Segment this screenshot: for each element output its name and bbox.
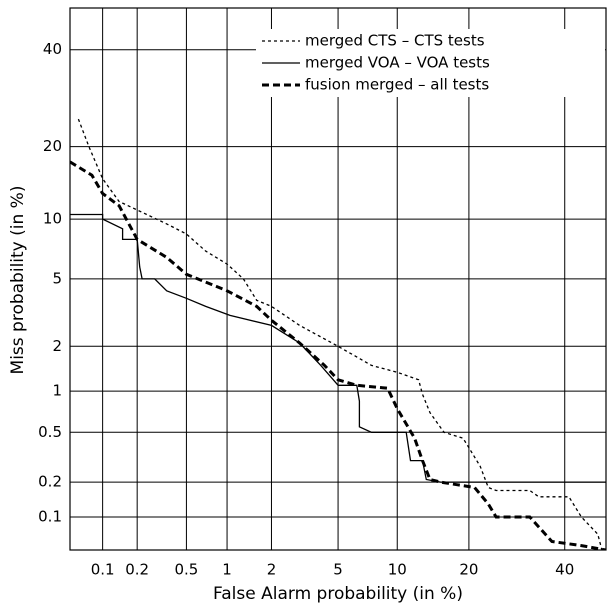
plot-frame xyxy=(69,7,607,551)
y-tick-label: 1 xyxy=(52,382,62,400)
legend-box xyxy=(256,29,605,97)
y-tick-label: 2 xyxy=(52,337,62,355)
y-tick-label: 10 xyxy=(43,210,62,228)
x-tick-label: 10 xyxy=(388,561,407,579)
x-tick-label: 1 xyxy=(222,561,232,579)
x-tick-label: 0.1 xyxy=(91,561,115,579)
y-axis-label: Miss probability (in %) xyxy=(8,186,28,375)
series-line xyxy=(70,213,606,483)
y-tick-label: 0.1 xyxy=(38,508,62,526)
x-tick-label: 0.2 xyxy=(125,561,149,579)
x-axis-label: False Alarm probability (in %) xyxy=(213,584,463,604)
y-tick-label: 40 xyxy=(43,40,62,58)
y-tick-label: 0.2 xyxy=(38,473,62,491)
series-line xyxy=(77,118,603,550)
x-tick-label: 20 xyxy=(459,561,478,579)
series-line xyxy=(70,160,606,550)
legend-label: fusion merged – all tests xyxy=(305,76,489,94)
legend-label: merged CTS – CTS tests xyxy=(305,32,485,50)
y-tick-label: 20 xyxy=(43,137,62,155)
x-tick-label: 0.5 xyxy=(174,561,198,579)
y-tick-label: 5 xyxy=(52,269,62,287)
legend-label: merged VOA – VOA tests xyxy=(305,54,490,72)
x-tick-label: 5 xyxy=(333,561,343,579)
x-tick-label: 40 xyxy=(555,561,574,579)
x-tick-label: 2 xyxy=(267,561,277,579)
y-tick-label: 0.5 xyxy=(38,423,62,441)
